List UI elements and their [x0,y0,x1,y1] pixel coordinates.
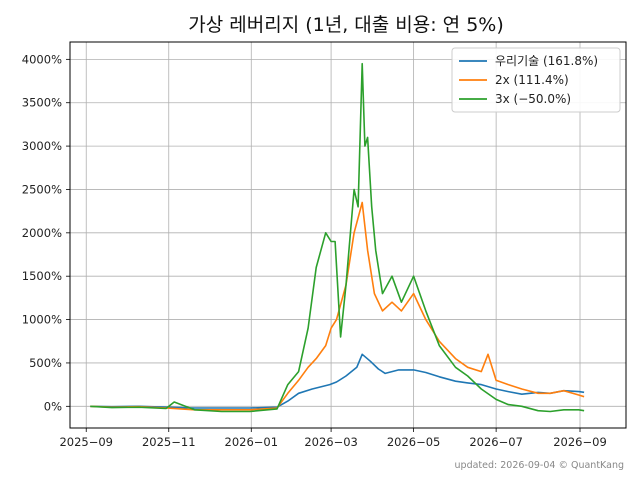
legend-box [451,47,621,113]
x-tick-label: 2025−11 [142,435,196,449]
y-tick-label: 2500% [22,182,62,196]
x-tick-label: 2025−09 [59,435,113,449]
legend-label-3: 3x (−50.0%) [495,92,571,106]
legend: 우리기술 (161.8%) 2x (111.4%) 3x (−50.0%) [451,47,621,113]
series-line-3 [90,62,585,413]
y-tick-label: 3000% [22,139,62,153]
y-tick-label: 1000% [22,313,62,327]
chart-title: 가상 레버리지 (1년, 대출 비용: 연 5%) [188,14,504,36]
y-tick-label: 1500% [22,269,62,283]
x-tick-label: 2026−07 [469,435,523,449]
y-tick-label: 0% [44,399,62,413]
x-tick-label: 2026−01 [225,435,279,449]
y-tick-label: 500% [29,356,62,370]
x-tick-label: 2026−09 [553,435,607,449]
x-axis: 2025−09 2025−11 2026−01 2026−03 2026−05 2026−… [59,428,607,449]
series-lines [90,62,585,413]
legend-label-1: 우리기술 (161.8%) [495,54,598,68]
series-line-2 [90,201,585,411]
x-tick-label: 2026−05 [387,435,441,449]
y-tick-label: 2000% [22,226,62,240]
footnote: updated: 2026-09-04 © QuantKang [455,460,624,471]
x-tick-label: 2026−03 [304,435,358,449]
plot-frame [69,41,627,429]
y-tick-label: 3500% [22,96,62,110]
legend-label-2: 2x (111.4%) [495,73,569,87]
y-axis: 0% 500% 1000% 1500% 2000% 2500% 3000% 3500% 4000… [22,52,70,413]
y-tick-label: 4000% [22,52,62,66]
series-line-1 [90,353,585,409]
